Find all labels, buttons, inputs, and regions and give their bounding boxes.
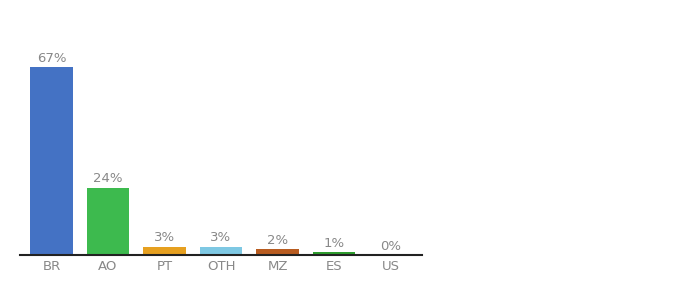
Text: 67%: 67% [37, 52, 66, 64]
Text: 2%: 2% [267, 234, 288, 247]
Bar [143, 247, 186, 255]
Bar [87, 188, 129, 255]
Text: 3%: 3% [210, 231, 232, 244]
Bar [313, 252, 355, 255]
Bar [200, 247, 242, 255]
Text: 3%: 3% [154, 231, 175, 244]
Bar [256, 249, 299, 255]
Text: 1%: 1% [324, 237, 345, 250]
Bar [31, 67, 73, 255]
Text: 0%: 0% [380, 240, 401, 253]
Text: 24%: 24% [93, 172, 122, 185]
